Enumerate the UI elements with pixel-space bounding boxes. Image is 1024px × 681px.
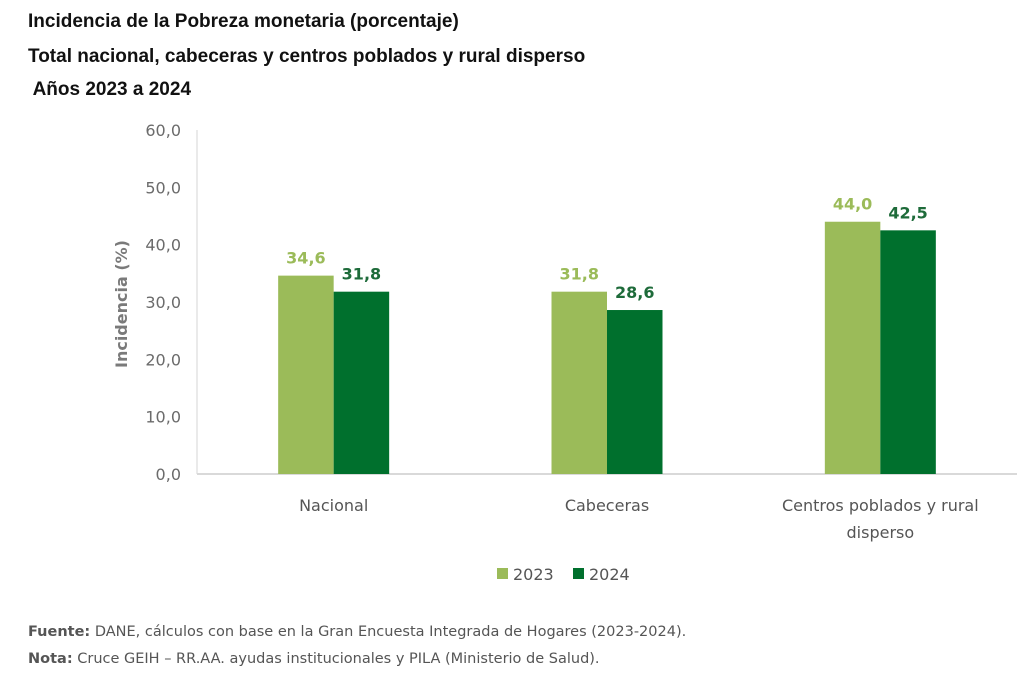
category-label: disperso xyxy=(847,523,915,542)
legend-label-2024: 2024 xyxy=(589,565,630,584)
y-tick-label: 40,0 xyxy=(145,236,181,255)
data-label-2024-2: 42,5 xyxy=(888,203,927,222)
bar-2023-2 xyxy=(824,221,881,474)
legend-label-2023: 2023 xyxy=(513,565,554,584)
y-tick-label: 60,0 xyxy=(145,121,181,140)
source-text: DANE, cálculos con base en la Gran Encue… xyxy=(90,624,687,640)
legend-swatch-2024 xyxy=(573,568,584,579)
bar-2023-1 xyxy=(551,291,607,474)
data-label-2023-1: 31,8 xyxy=(560,265,599,284)
bar-2024-1 xyxy=(607,310,663,474)
source-note: Fuente: DANE, cálculos con base en la Gr… xyxy=(28,624,686,640)
source-label: Fuente: xyxy=(28,624,91,640)
category-label: Cabeceras xyxy=(565,496,649,515)
bar-2023-0 xyxy=(278,275,334,474)
y-tick-label: 0,0 xyxy=(156,465,181,484)
category-label: Nacional xyxy=(299,496,368,515)
legend-swatch-2023 xyxy=(497,568,508,579)
data-label-2023-0: 34,6 xyxy=(286,249,325,268)
chart-title-line-3: Años 2023 a 2024 xyxy=(28,79,192,100)
footnote: Nota: Cruce GEIH – RR.AA. ayudas institu… xyxy=(28,651,600,667)
bar-2024-0 xyxy=(333,291,390,474)
y-tick-label: 50,0 xyxy=(145,178,181,197)
data-label-2024-1: 28,6 xyxy=(615,283,654,302)
data-label-2023-2: 44,0 xyxy=(833,195,872,214)
bar-2024-2 xyxy=(880,230,936,474)
y-tick-label: 30,0 xyxy=(145,293,181,312)
category-label: Centros poblados y rural xyxy=(782,496,979,515)
chart-title-line-2: Total nacional, cabeceras y centros pobl… xyxy=(28,46,586,67)
note-label: Nota: xyxy=(28,651,73,667)
chart-title-line-1: Incidencia de la Pobreza monetaria (porc… xyxy=(28,11,459,32)
y-tick-label: 20,0 xyxy=(145,350,181,369)
y-tick-label: 10,0 xyxy=(145,408,181,427)
y-axis-title: Incidencia (%) xyxy=(112,240,131,368)
note-text: Cruce GEIH – RR.AA. ayudas institucional… xyxy=(72,651,600,667)
data-label-2024-0: 31,8 xyxy=(342,265,381,284)
